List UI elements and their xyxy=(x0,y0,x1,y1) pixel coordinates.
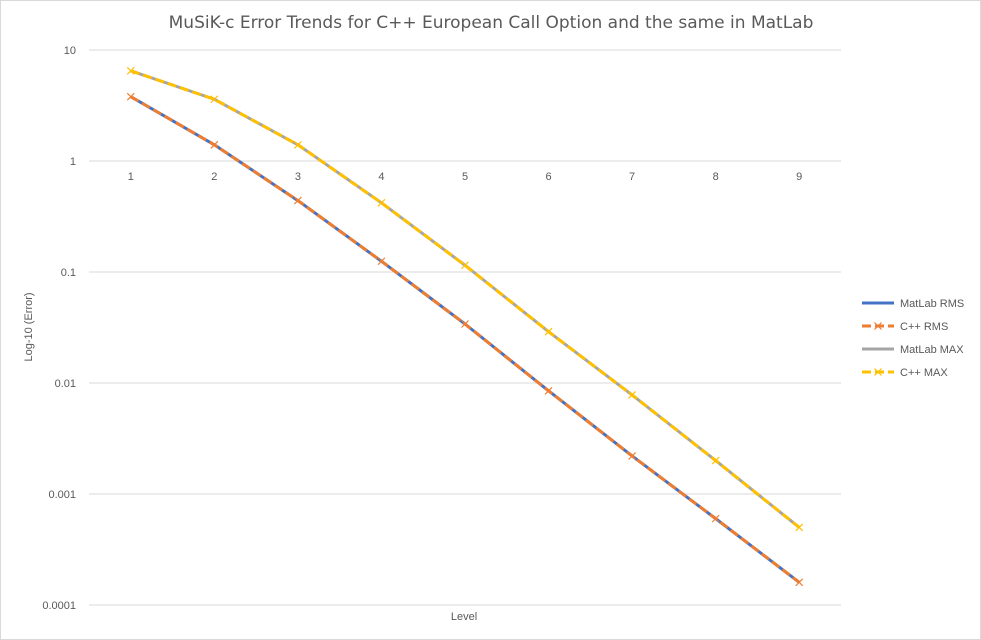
series-line xyxy=(130,69,801,529)
x-tick-label: 5 xyxy=(462,171,468,183)
series-line xyxy=(130,69,801,529)
x-marker xyxy=(795,523,804,532)
x-marker xyxy=(126,92,135,101)
legend: MatLab RMS C++ RMS MatLab MAX C++ MAX xyxy=(862,298,964,379)
x-marker xyxy=(711,456,720,465)
legend-label: C++ MAX xyxy=(900,367,948,379)
x-marker xyxy=(461,261,469,270)
x-tick-labels: 1 2 3 4 5 6 7 8 9 xyxy=(128,171,803,183)
x-marker xyxy=(377,257,386,266)
x-marker xyxy=(711,514,720,523)
y-tick-label: 0.001 xyxy=(48,489,76,501)
x-marker xyxy=(293,196,302,205)
series-line xyxy=(130,95,801,584)
x-marker xyxy=(461,320,469,328)
chart-title: MuSiK-c Error Trends for C++ European Ca… xyxy=(169,13,814,33)
y-tick-label: 1 xyxy=(70,156,76,168)
x-marker xyxy=(795,578,804,587)
x-marker xyxy=(628,452,637,460)
x-tick-label: 7 xyxy=(629,171,635,183)
x-marker xyxy=(210,140,219,149)
y-axis-title: Log-10 (Error) xyxy=(23,292,35,361)
x-marker xyxy=(377,198,386,207)
x-tick-label: 6 xyxy=(545,171,551,183)
x-marker xyxy=(544,327,553,336)
x-marker xyxy=(544,386,553,395)
x-tick-label: 2 xyxy=(211,171,217,183)
series-markers xyxy=(126,66,804,587)
legend-label: C++ RMS xyxy=(900,321,948,333)
x-tick-label: 1 xyxy=(128,171,134,183)
series-lines xyxy=(130,69,801,584)
y-tick-label: 0.1 xyxy=(61,267,76,279)
x-marker xyxy=(628,391,637,399)
x-marker xyxy=(293,140,302,149)
x-tick-label: 9 xyxy=(796,171,802,183)
x-marker xyxy=(126,66,135,75)
y-tick-label: 0.0001 xyxy=(42,600,76,612)
x-tick-label: 4 xyxy=(378,171,384,183)
legend-label: MatLab RMS xyxy=(900,298,964,310)
y-tick-label: 10 xyxy=(64,45,76,57)
series-line xyxy=(130,95,801,584)
x-marker xyxy=(874,368,882,376)
x-tick-label: 8 xyxy=(713,171,719,183)
x-marker xyxy=(210,95,219,104)
gridlines xyxy=(89,49,841,606)
legend-label: MatLab MAX xyxy=(900,344,964,356)
x-tick-label: 3 xyxy=(295,171,301,183)
x-axis-title: Level xyxy=(451,611,477,623)
y-tick-labels: 10 1 0.1 0.01 0.001 0.0001 xyxy=(42,45,76,612)
y-tick-label: 0.01 xyxy=(55,378,76,390)
x-marker xyxy=(874,322,882,330)
